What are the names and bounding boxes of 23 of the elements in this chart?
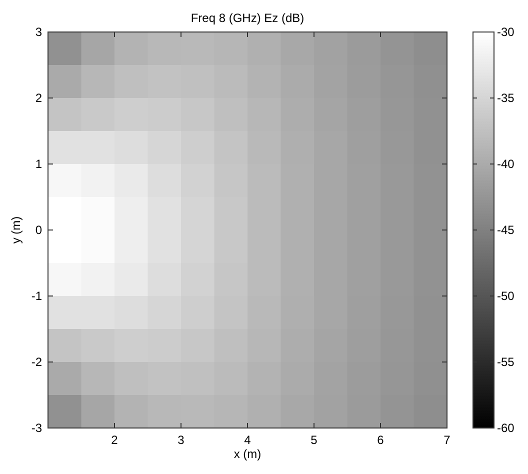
color-bar-label: -55 <box>497 355 515 369</box>
x-tick-label: 4 <box>244 433 252 447</box>
color-bar-label: -45 <box>497 223 515 237</box>
x-tick-label: 7 <box>444 433 451 447</box>
x-tick-label: 5 <box>310 433 318 447</box>
color-bar-label: -60 <box>497 421 515 435</box>
x-tick-label: 6 <box>377 433 384 447</box>
x-axis-title: x (m) <box>234 447 262 461</box>
x-tick-label: 3 <box>178 433 185 447</box>
y-tick-label: 0 <box>35 223 42 237</box>
y-tick-label: 3 <box>35 25 42 39</box>
color-bar-label: -50 <box>497 289 515 303</box>
y-tick-label: -3 <box>31 421 42 435</box>
x-tick-label: 2 <box>111 433 118 447</box>
color-bar-label: -30 <box>497 25 515 39</box>
chart-title: Freq 8 (GHz) Ez (dB) <box>190 11 304 25</box>
y-tick-label: -2 <box>31 355 42 369</box>
color-bar-label: -35 <box>497 91 515 105</box>
y-tick-label: 2 <box>35 91 42 105</box>
y-tick-label: 1 <box>35 157 42 171</box>
y-tick-label: -1 <box>31 289 42 303</box>
y-axis-title: y (m) <box>9 216 23 244</box>
color-bar-label: -40 <box>497 157 515 171</box>
